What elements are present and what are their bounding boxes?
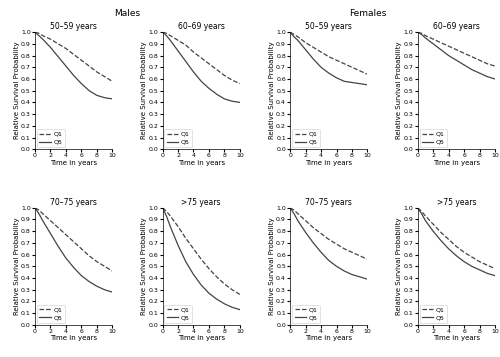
X-axis label: Time in years: Time in years	[178, 160, 225, 166]
Y-axis label: Relative Survival Probability: Relative Survival Probability	[141, 217, 147, 315]
Title: 70–75 years: 70–75 years	[50, 198, 97, 207]
X-axis label: Time in years: Time in years	[50, 160, 97, 166]
Y-axis label: Relative Survival Probability: Relative Survival Probability	[14, 217, 20, 315]
X-axis label: Time in years: Time in years	[433, 160, 480, 166]
Title: 70–75 years: 70–75 years	[306, 198, 352, 207]
Title: >75 years: >75 years	[182, 198, 221, 207]
Legend: Q1, Q5: Q1, Q5	[164, 129, 192, 147]
Text: Females: Females	[349, 9, 386, 18]
Title: 60–69 years: 60–69 years	[433, 22, 480, 31]
X-axis label: Time in years: Time in years	[305, 336, 352, 341]
Y-axis label: Relative Survival Probability: Relative Survival Probability	[396, 42, 402, 140]
Y-axis label: Relative Survival Probability: Relative Survival Probability	[268, 42, 274, 140]
Title: >75 years: >75 years	[436, 198, 476, 207]
X-axis label: Time in years: Time in years	[178, 336, 225, 341]
Y-axis label: Relative Survival Probability: Relative Survival Probability	[268, 217, 274, 315]
X-axis label: Time in years: Time in years	[433, 336, 480, 341]
Title: 60–69 years: 60–69 years	[178, 22, 224, 31]
Legend: Q1, Q5: Q1, Q5	[37, 305, 64, 323]
Legend: Q1, Q5: Q1, Q5	[292, 129, 320, 147]
Legend: Q1, Q5: Q1, Q5	[420, 129, 447, 147]
Legend: Q1, Q5: Q1, Q5	[292, 305, 320, 323]
Legend: Q1, Q5: Q1, Q5	[37, 129, 64, 147]
X-axis label: Time in years: Time in years	[305, 160, 352, 166]
Y-axis label: Relative Survival Probability: Relative Survival Probability	[396, 217, 402, 315]
Legend: Q1, Q5: Q1, Q5	[164, 305, 192, 323]
Title: 50–59 years: 50–59 years	[50, 22, 97, 31]
Text: Males: Males	[114, 9, 140, 18]
Title: 50–59 years: 50–59 years	[306, 22, 352, 31]
Y-axis label: Relative Survival Probability: Relative Survival Probability	[14, 42, 20, 140]
Y-axis label: Relative Survival Probability: Relative Survival Probability	[141, 42, 147, 140]
Legend: Q1, Q5: Q1, Q5	[420, 305, 447, 323]
X-axis label: Time in years: Time in years	[50, 336, 97, 341]
